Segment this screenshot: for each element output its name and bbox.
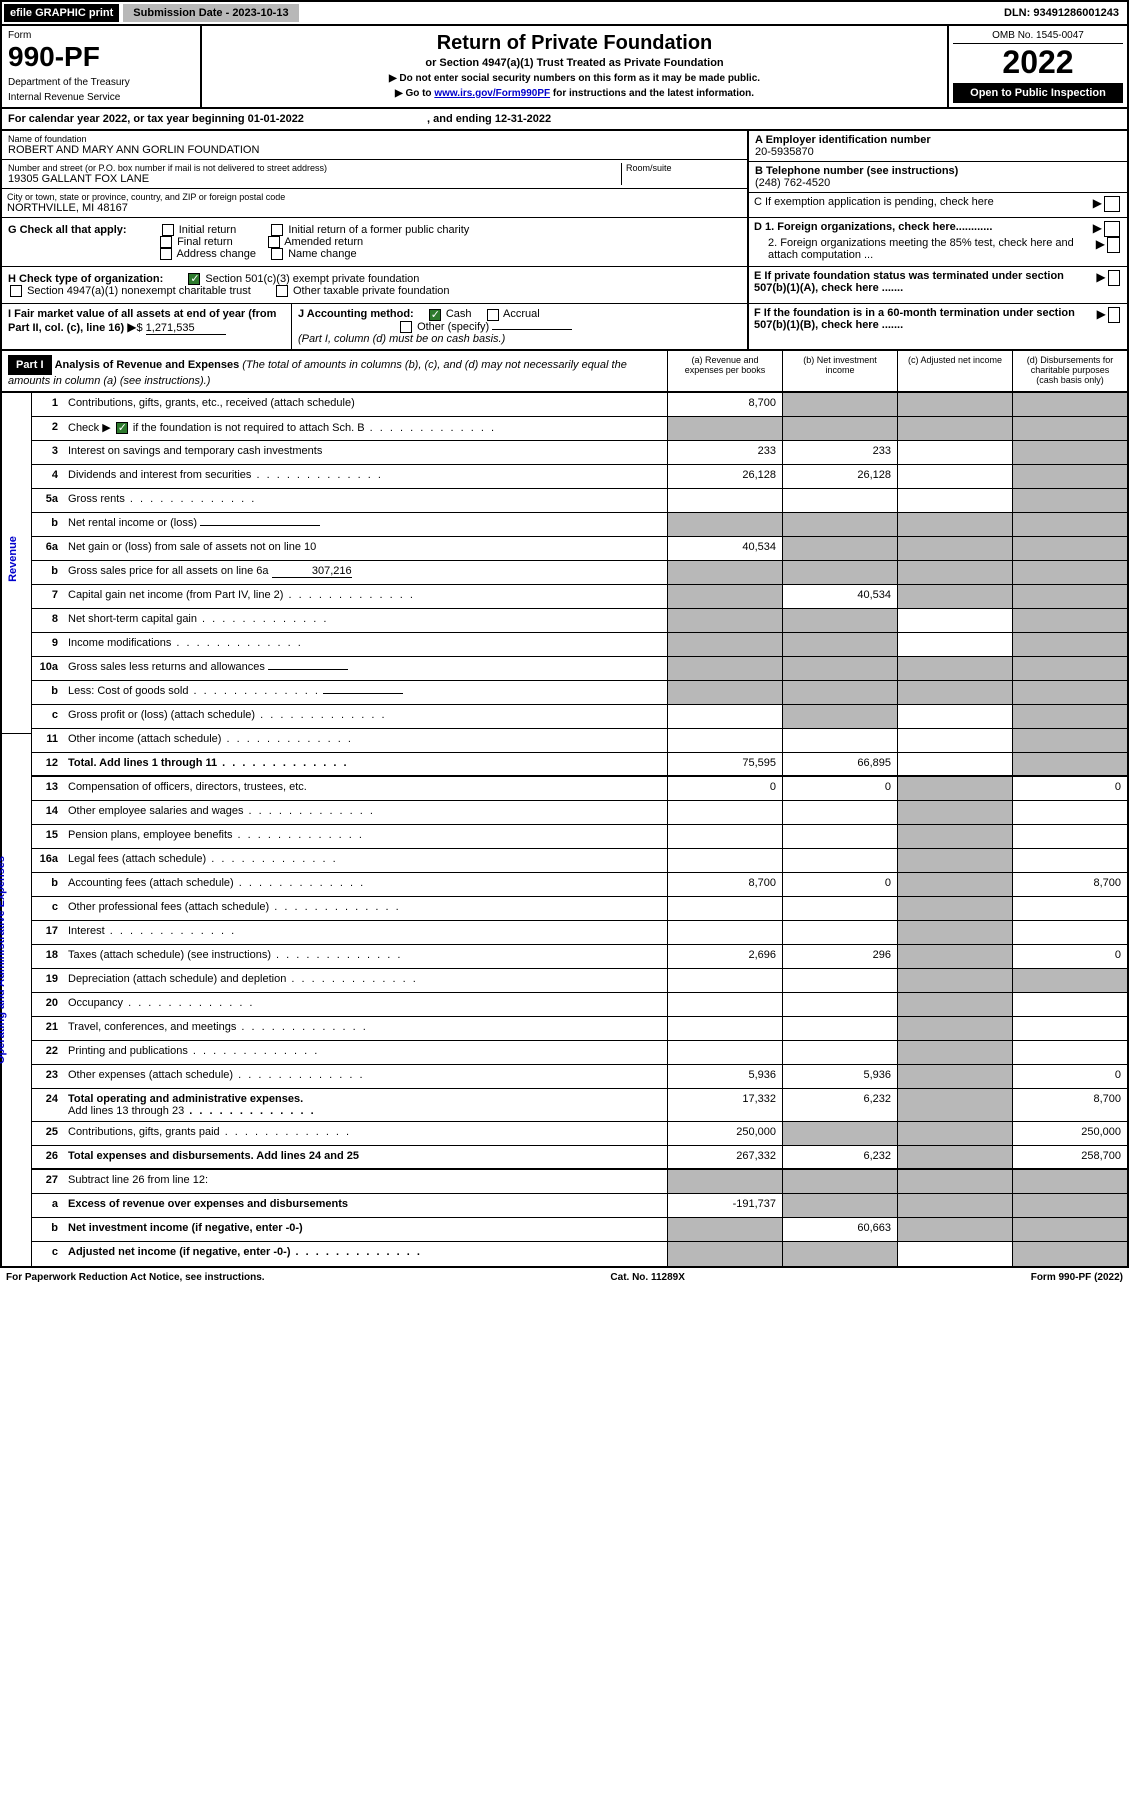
tax-year: 2022 xyxy=(953,44,1123,81)
name-block: Name of foundation ROBERT AND MARY ANN G… xyxy=(2,131,747,160)
c-checkbox[interactable] xyxy=(1104,196,1120,212)
phone: (248) 762-4520 xyxy=(755,177,1121,189)
arrow-icon: ▶ xyxy=(1096,237,1105,261)
h1-checkbox[interactable] xyxy=(188,273,200,285)
col-b-head: (b) Net investment income xyxy=(782,351,897,391)
j-cash-checkbox[interactable] xyxy=(429,309,441,321)
g5-checkbox[interactable] xyxy=(160,248,172,260)
c-block: C If exemption application is pending, c… xyxy=(749,193,1127,215)
g2-checkbox[interactable] xyxy=(271,224,283,236)
g4-checkbox[interactable] xyxy=(268,236,280,248)
h3-checkbox[interactable] xyxy=(276,285,288,297)
part1-label: Part I xyxy=(8,355,52,375)
g3-checkbox[interactable] xyxy=(160,236,172,248)
street-address: 19305 GALLANT FOX LANE xyxy=(8,173,621,185)
ij-section: I Fair market value of all assets at end… xyxy=(2,304,747,348)
ijf-row: I Fair market value of all assets at end… xyxy=(0,304,1129,350)
omb-number: OMB No. 1545-0047 xyxy=(953,30,1123,44)
revenue-side: Revenue xyxy=(2,393,32,733)
room-label: Room/suite xyxy=(626,163,741,173)
j-other-checkbox[interactable] xyxy=(400,321,412,333)
title-cell: Return of Private Foundation or Section … xyxy=(202,26,947,107)
form-header: Form 990-PF Department of the Treasury I… xyxy=(0,26,1129,109)
cat-no: Cat. No. 11289X xyxy=(610,1272,684,1283)
calendar-year-row: For calendar year 2022, or tax year begi… xyxy=(0,109,1129,131)
ein-block: A Employer identification number 20-5935… xyxy=(749,131,1127,162)
data-rows: 1Contributions, gifts, grants, etc., rec… xyxy=(32,393,1127,1266)
fmv-value: 1,271,535 xyxy=(146,322,226,335)
entity-row: Name of foundation ROBERT AND MARY ANN G… xyxy=(0,131,1129,218)
footer: For Paperwork Reduction Act Notice, see … xyxy=(0,1268,1129,1287)
j-accrual-checkbox[interactable] xyxy=(487,309,499,321)
d1-checkbox[interactable] xyxy=(1104,221,1120,237)
col-c-head: (c) Adjusted net income xyxy=(897,351,1012,391)
inst-1: ▶ Do not enter social security numbers o… xyxy=(208,73,941,84)
part1-header: Part I Analysis of Revenue and Expenses … xyxy=(0,351,1129,393)
inst-2: ▶ Go to www.irs.gov/Form990PF for instru… xyxy=(208,88,941,99)
addr-block: Number and street (or P.O. box number if… xyxy=(2,160,747,189)
form-title: Return of Private Foundation xyxy=(208,32,941,55)
d2-checkbox[interactable] xyxy=(1107,237,1120,253)
dept-2: Internal Revenue Service xyxy=(8,92,194,103)
part1-title-cell: Part I Analysis of Revenue and Expenses … xyxy=(2,351,667,391)
calendar-year: For calendar year 2022, or tax year begi… xyxy=(2,109,557,129)
ein: 20-5935870 xyxy=(755,146,1121,158)
form-subtitle: or Section 4947(a)(1) Trust Treated as P… xyxy=(208,57,941,69)
phone-block: B Telephone number (see instructions) (2… xyxy=(749,162,1127,193)
form-label: Form xyxy=(8,30,194,41)
part1-table: Revenue Operating and Administrative Exp… xyxy=(0,393,1129,1268)
dln: DLN: 93491286001243 xyxy=(1004,7,1125,19)
schb-checkbox[interactable] xyxy=(116,422,128,434)
gd-row: G Check all that apply: Initial return I… xyxy=(0,218,1129,267)
col-a-head: (a) Revenue and expenses per books xyxy=(667,351,782,391)
expenses-side: Operating and Administrative Expenses xyxy=(2,733,32,1266)
entity-left: Name of foundation ROBERT AND MARY ANN G… xyxy=(2,131,747,217)
col-d-head: (d) Disbursements for charitable purpose… xyxy=(1012,351,1127,391)
arrow-icon: ▶ xyxy=(127,320,136,334)
he-row: H Check type of organization: Section 50… xyxy=(0,267,1129,304)
city-state-zip: NORTHVILLE, MI 48167 xyxy=(7,202,742,214)
e-section: E If private foundation status was termi… xyxy=(747,267,1127,303)
h2-checkbox[interactable] xyxy=(10,285,22,297)
open-inspection: Open to Public Inspection xyxy=(953,83,1123,103)
year-cell: OMB No. 1545-0047 2022 Open to Public In… xyxy=(947,26,1127,107)
submission-date: Submission Date - 2023-10-13 xyxy=(123,4,298,22)
g1-checkbox[interactable] xyxy=(162,224,174,236)
form-number: 990-PF xyxy=(8,41,194,73)
form-ref: Form 990-PF (2022) xyxy=(1031,1272,1123,1283)
city-block: City or town, state or province, country… xyxy=(2,189,747,217)
irs-link[interactable]: www.irs.gov/Form990PF xyxy=(434,88,550,99)
entity-right: A Employer identification number 20-5935… xyxy=(747,131,1127,217)
g6-checkbox[interactable] xyxy=(271,248,283,260)
foundation-name: ROBERT AND MARY ANN GORLIN FOUNDATION xyxy=(8,144,741,156)
f-checkbox[interactable] xyxy=(1108,307,1120,323)
f-section: F If the foundation is in a 60-month ter… xyxy=(747,304,1127,348)
arrow-icon: ▶ xyxy=(1096,270,1105,300)
arrow-icon: ▶ xyxy=(1093,221,1102,237)
d-section: D 1. Foreign organizations, check here..… xyxy=(747,218,1127,266)
topbar: efile GRAPHIC print Submission Date - 20… xyxy=(0,0,1129,26)
arrow-icon: ▶ xyxy=(1093,196,1102,212)
efile-label[interactable]: efile GRAPHIC print xyxy=(4,4,119,22)
form-id-cell: Form 990-PF Department of the Treasury I… xyxy=(2,26,202,107)
paperwork-notice: For Paperwork Reduction Act Notice, see … xyxy=(6,1272,265,1283)
e-checkbox[interactable] xyxy=(1108,270,1120,286)
g-section: G Check all that apply: Initial return I… xyxy=(2,218,747,266)
dept-1: Department of the Treasury xyxy=(8,77,194,88)
arrow-icon: ▶ xyxy=(1097,307,1106,345)
h-section: H Check type of organization: Section 50… xyxy=(2,267,747,303)
